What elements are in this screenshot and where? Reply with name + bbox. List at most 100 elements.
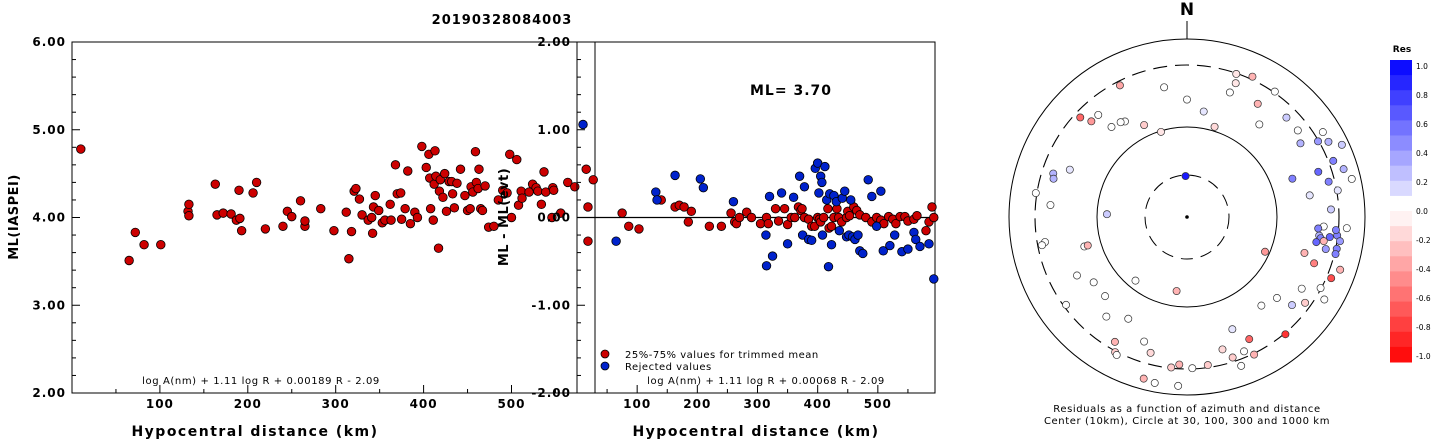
station-marker: [1038, 241, 1046, 250]
p2-point-blue: [876, 186, 886, 196]
station-marker: [1319, 237, 1328, 246]
colorbar-cell: [1390, 165, 1412, 182]
colorbar-title: Res: [1393, 45, 1411, 55]
p2-point-blue: [826, 240, 837, 250]
p1-point-red: [570, 182, 580, 192]
p1-point-red: [539, 167, 549, 177]
p2-point-red: [818, 212, 829, 223]
colorbar-label: -0.8: [1416, 323, 1431, 332]
p2-xtick-label: 200: [683, 397, 711, 411]
station-marker: [1110, 337, 1119, 346]
station-marker: [1124, 314, 1133, 323]
p2-point-blue: [863, 175, 873, 185]
p2-point-blue: [799, 182, 810, 192]
p2-point-blue: [578, 119, 588, 130]
p1-point-red: [386, 215, 396, 225]
p1-point-red: [344, 254, 354, 264]
station-marker: [1324, 177, 1333, 186]
station-marker: [1293, 126, 1302, 135]
p1-point-red: [400, 204, 410, 214]
p1-point-red: [234, 185, 244, 195]
p2-xtick-label: 400: [804, 397, 832, 411]
p1-point-red: [441, 206, 452, 217]
p2-point-blue: [670, 170, 680, 181]
p1-point-red: [184, 211, 194, 221]
p1-ytick-label: 5.00: [32, 123, 66, 137]
p2-ytick-label: -1.00: [531, 298, 571, 312]
station-marker: [1228, 353, 1237, 362]
p2-point-red: [763, 218, 774, 229]
colorbar-cell: [1390, 226, 1412, 242]
colorbar-label: 1.0: [1416, 62, 1428, 71]
p2-point-red: [624, 221, 634, 231]
figure-title: 20190328084003: [432, 13, 573, 28]
p1-point-red: [248, 188, 258, 198]
p1-point-red: [506, 212, 517, 223]
legend-trimmed-marker: [600, 349, 610, 359]
p1-point-red: [533, 186, 543, 196]
station-marker: [1046, 201, 1055, 210]
station-marker: [1327, 205, 1335, 214]
p1-point-red: [300, 216, 310, 226]
p1-point-red: [438, 192, 448, 203]
panel2-formula: log A(nm) + 1.11 log R + 0.00068 R - 2.0…: [647, 376, 885, 387]
station-marker: [1329, 156, 1338, 165]
colorbar-cell: [1390, 75, 1412, 91]
p2-point-blue: [911, 234, 921, 245]
station-marker: [1281, 330, 1290, 339]
station-marker: [1333, 186, 1342, 195]
station-marker: [1331, 250, 1340, 258]
station-marker: [1087, 117, 1096, 126]
p2-point-blue: [885, 240, 895, 251]
station-marker: [1347, 175, 1356, 183]
p1-point-red: [428, 215, 438, 225]
p1-point-red: [512, 154, 522, 165]
p1-point-red: [563, 177, 573, 188]
colorbar-cell: [1390, 241, 1412, 257]
station-marker: [1261, 247, 1270, 256]
p1-point-red: [412, 212, 423, 223]
colorbar-cell: [1390, 286, 1412, 303]
p2-xtick-label: 100: [623, 397, 651, 411]
epicenter-dot: [1185, 215, 1189, 219]
ml-value-label: ML= 3.70: [750, 83, 832, 99]
p2-point-blue: [903, 244, 913, 254]
p2-xtick-label: 300: [743, 397, 771, 411]
p2-point-red: [617, 208, 627, 218]
p2-point-red: [679, 202, 689, 212]
station-marker: [1203, 361, 1212, 370]
p1-point-red: [156, 240, 166, 250]
p1-point-red: [370, 190, 380, 201]
p2-point-blue: [611, 236, 621, 246]
station-marker: [1324, 137, 1333, 146]
p1-ytick-label: 3.00: [32, 298, 66, 312]
station-marker: [1188, 364, 1197, 373]
p2-point-blue: [761, 261, 772, 271]
station-marker: [1255, 120, 1264, 129]
p2-point-blue: [767, 251, 778, 261]
station-marker: [1107, 123, 1116, 131]
p2-point-red: [912, 211, 922, 221]
station-marker: [1065, 165, 1074, 174]
p2-point-red: [716, 221, 727, 231]
ring-100km: [1096, 126, 1278, 308]
p2-point-blue: [846, 195, 856, 205]
p2-point-blue: [695, 174, 706, 184]
station-marker: [1140, 121, 1149, 129]
station-marker: [1240, 347, 1248, 356]
station-marker: [1305, 191, 1314, 200]
p1-point-red: [367, 228, 378, 238]
p2-point-blue: [840, 186, 850, 196]
colorbar-cell: [1390, 180, 1412, 197]
north-label: N: [1180, 0, 1194, 20]
p2-point-red: [726, 208, 736, 218]
station-marker: [1210, 122, 1219, 131]
colorbar-cell: [1390, 135, 1412, 152]
p2-point-blue: [820, 161, 830, 172]
p1-point-red: [502, 188, 512, 198]
p2-point-blue: [871, 221, 882, 231]
p2-point-red: [686, 206, 697, 217]
p1-point-red: [235, 213, 245, 224]
ring-1000km: [1008, 38, 1366, 396]
station-marker: [1314, 167, 1323, 176]
